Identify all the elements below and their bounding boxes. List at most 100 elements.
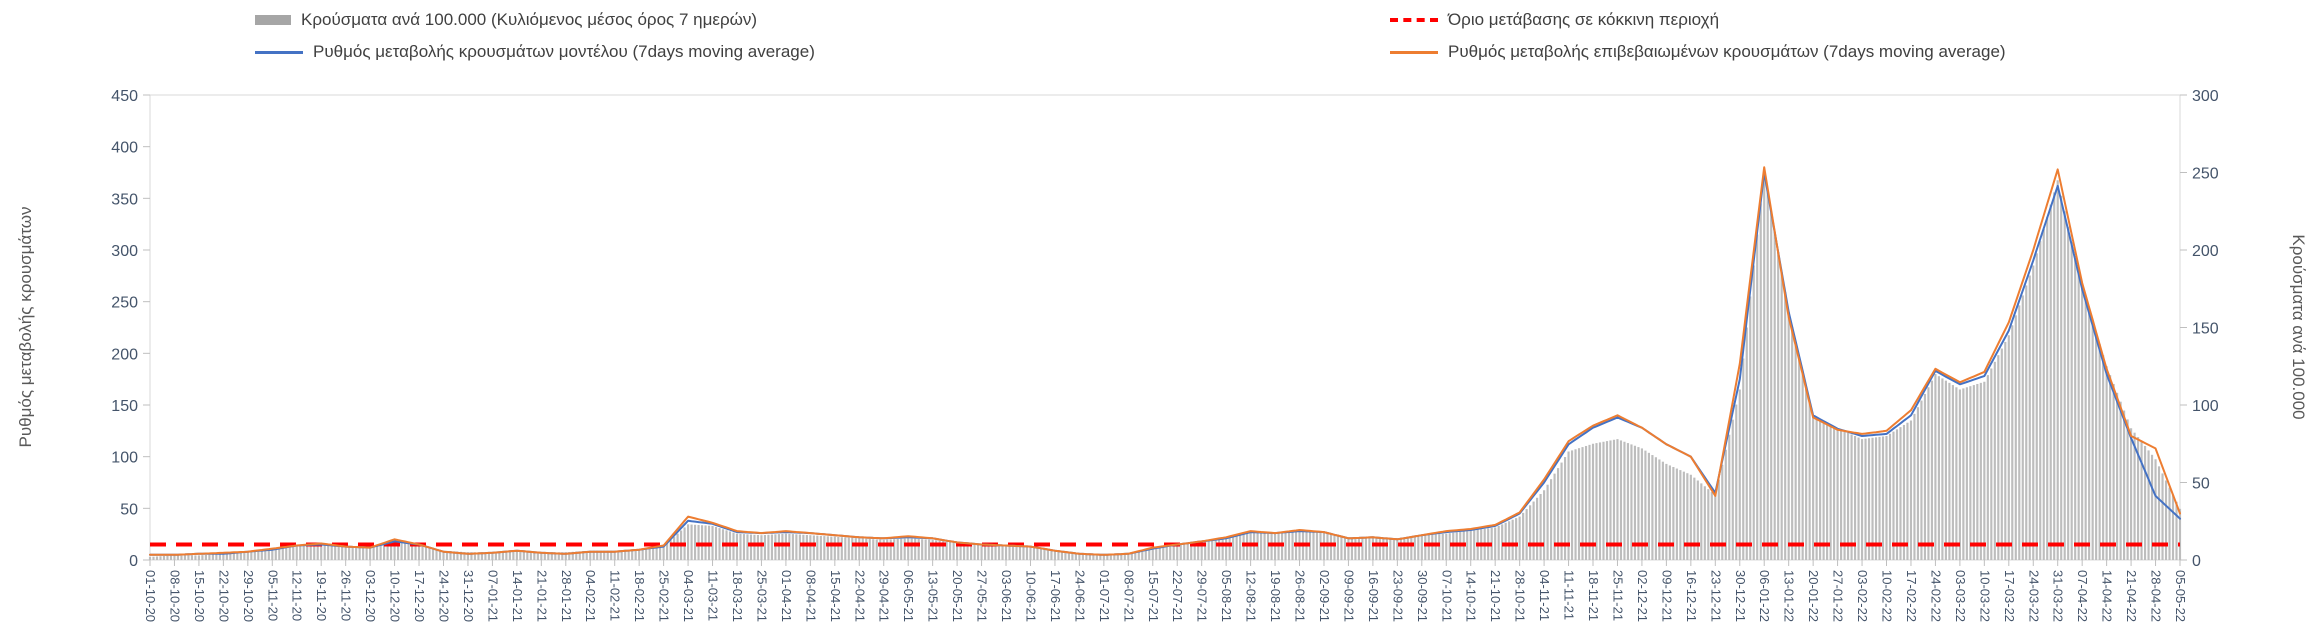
svg-text:25-02-21: 25-02-21 [657,570,672,622]
svg-text:11-02-21: 11-02-21 [608,570,623,621]
svg-text:300: 300 [2192,88,2219,105]
svg-text:21-04-22: 21-04-22 [2124,570,2139,622]
svg-text:04-03-21: 04-03-21 [681,570,696,622]
svg-text:10-12-20: 10-12-20 [388,570,403,622]
svg-text:19-11-20: 19-11-20 [314,570,329,621]
svg-text:400: 400 [111,140,138,157]
svg-text:08-07-21: 08-07-21 [1121,570,1136,622]
svg-text:28-04-22: 28-04-22 [2149,570,2164,622]
svg-text:27-05-21: 27-05-21 [975,570,990,622]
svg-text:22-07-21: 22-07-21 [1170,570,1185,622]
svg-text:02-09-21: 02-09-21 [1317,570,1332,622]
svg-text:31-03-22: 31-03-22 [2051,570,2066,622]
svg-text:15-04-21: 15-04-21 [828,570,843,622]
svg-text:17-12-20: 17-12-20 [412,570,427,622]
svg-text:0: 0 [129,553,138,570]
svg-text:06-01-22: 06-01-22 [1757,570,1772,622]
svg-text:250: 250 [2192,166,2219,183]
svg-text:16-12-21: 16-12-21 [1684,570,1699,622]
svg-text:09-12-21: 09-12-21 [1659,570,1674,622]
legend-item-confirmed-rate-line: Ρυθμός μεταβολής επιβεβαιωμένων κρουσμάτ… [1390,42,2006,62]
svg-text:22-04-21: 22-04-21 [852,570,867,622]
svg-text:20-05-21: 20-05-21 [950,570,965,622]
svg-text:26-08-21: 26-08-21 [1293,570,1308,622]
svg-text:24-02-22: 24-02-22 [1928,570,1943,622]
svg-text:450: 450 [111,88,138,105]
svg-text:100: 100 [2192,398,2219,415]
svg-text:05-08-21: 05-08-21 [1219,570,1234,622]
legend-swatch-2 [255,50,303,54]
svg-text:18-11-21: 18-11-21 [1586,570,1601,621]
svg-text:05-05-22: 05-05-22 [2173,570,2188,622]
svg-text:05-11-20: 05-11-20 [265,570,280,621]
svg-text:150: 150 [2192,321,2219,338]
svg-text:18-03-21: 18-03-21 [730,570,745,622]
svg-text:08-04-21: 08-04-21 [803,570,818,622]
svg-text:28-01-21: 28-01-21 [559,570,574,622]
svg-text:01-07-21: 01-07-21 [1097,570,1112,622]
svg-text:31-12-20: 31-12-20 [461,570,476,622]
svg-text:12-11-20: 12-11-20 [290,570,305,621]
svg-text:07-01-21: 07-01-21 [485,570,500,622]
svg-text:27-01-22: 27-01-22 [1831,570,1846,622]
legend-swatch-0 [255,15,291,25]
svg-text:20-01-22: 20-01-22 [1806,570,1821,622]
svg-text:03-12-20: 03-12-20 [363,570,378,622]
svg-text:300: 300 [111,243,138,260]
svg-text:350: 350 [111,191,138,208]
legend-item-cases-bar: Κρούσματα ανά 100.000 (Κυλιόμενος μέσος … [255,10,757,30]
svg-text:200: 200 [2192,243,2219,260]
svg-text:23-12-21: 23-12-21 [1708,570,1723,622]
svg-text:24-06-21: 24-06-21 [1072,570,1087,622]
svg-text:10-03-22: 10-03-22 [1977,570,1992,622]
svg-text:16-09-21: 16-09-21 [1366,570,1381,622]
svg-text:10-02-22: 10-02-22 [1880,570,1895,622]
legend-swatch-1 [1390,18,1438,22]
svg-text:17-03-22: 17-03-22 [2002,570,2017,622]
svg-text:07-04-22: 07-04-22 [2075,570,2090,622]
legend-swatch-3 [1390,50,1438,54]
svg-text:08-10-20: 08-10-20 [167,570,182,622]
svg-text:24-03-22: 24-03-22 [2026,570,2041,622]
svg-text:29-07-21: 29-07-21 [1195,570,1210,622]
svg-text:22-10-20: 22-10-20 [216,570,231,622]
svg-text:29-04-21: 29-04-21 [877,570,892,622]
svg-text:100: 100 [111,450,138,467]
svg-text:12-08-21: 12-08-21 [1244,570,1259,622]
svg-text:14-01-21: 14-01-21 [510,570,525,622]
svg-text:04-02-21: 04-02-21 [583,570,598,622]
svg-text:14-04-22: 14-04-22 [2100,570,2115,622]
svg-text:01-04-21: 01-04-21 [779,570,794,622]
svg-text:07-10-21: 07-10-21 [1439,570,1454,622]
svg-text:14-10-21: 14-10-21 [1464,570,1479,622]
svg-text:10-06-21: 10-06-21 [1023,570,1038,622]
svg-text:13-05-21: 13-05-21 [926,570,941,622]
svg-text:03-03-22: 03-03-22 [1953,570,1968,622]
svg-text:15-07-21: 15-07-21 [1146,570,1161,622]
legend-item-red-threshold: Όριο μετάβασης σε κόκκινη περιοχή [1390,10,1719,30]
svg-text:21-01-21: 21-01-21 [534,570,549,622]
legend-label-model-rate-line: Ρυθμός μεταβολής κρουσμάτων μοντέλου (7d… [313,42,815,61]
legend-item-model-rate-line: Ρυθμός μεταβολής κρουσμάτων μοντέλου (7d… [255,42,815,62]
svg-text:24-12-20: 24-12-20 [436,570,451,622]
svg-text:19-08-21: 19-08-21 [1268,570,1283,622]
svg-text:250: 250 [111,295,138,312]
svg-text:25-11-21: 25-11-21 [1610,570,1625,621]
svg-text:28-10-21: 28-10-21 [1513,570,1528,622]
svg-text:11-03-21: 11-03-21 [706,570,721,621]
svg-text:17-06-21: 17-06-21 [1048,570,1063,622]
svg-text:30-12-21: 30-12-21 [1733,570,1748,622]
legend-label-confirmed-rate-line: Ρυθμός μεταβολής επιβεβαιωμένων κρουσμάτ… [1448,42,2006,61]
svg-text:15-10-20: 15-10-20 [192,570,207,622]
svg-text:11-11-21: 11-11-21 [1562,570,1577,620]
svg-text:18-02-21: 18-02-21 [632,570,647,622]
svg-text:29-10-20: 29-10-20 [241,570,256,622]
legend-label-cases-bar: Κρούσματα ανά 100.000 (Κυλιόμενος μέσος … [301,10,758,29]
svg-text:50: 50 [120,501,138,518]
svg-text:03-06-21: 03-06-21 [999,570,1014,622]
svg-text:200: 200 [111,346,138,363]
svg-text:13-01-22: 13-01-22 [1782,570,1797,622]
svg-text:17-02-22: 17-02-22 [1904,570,1919,622]
